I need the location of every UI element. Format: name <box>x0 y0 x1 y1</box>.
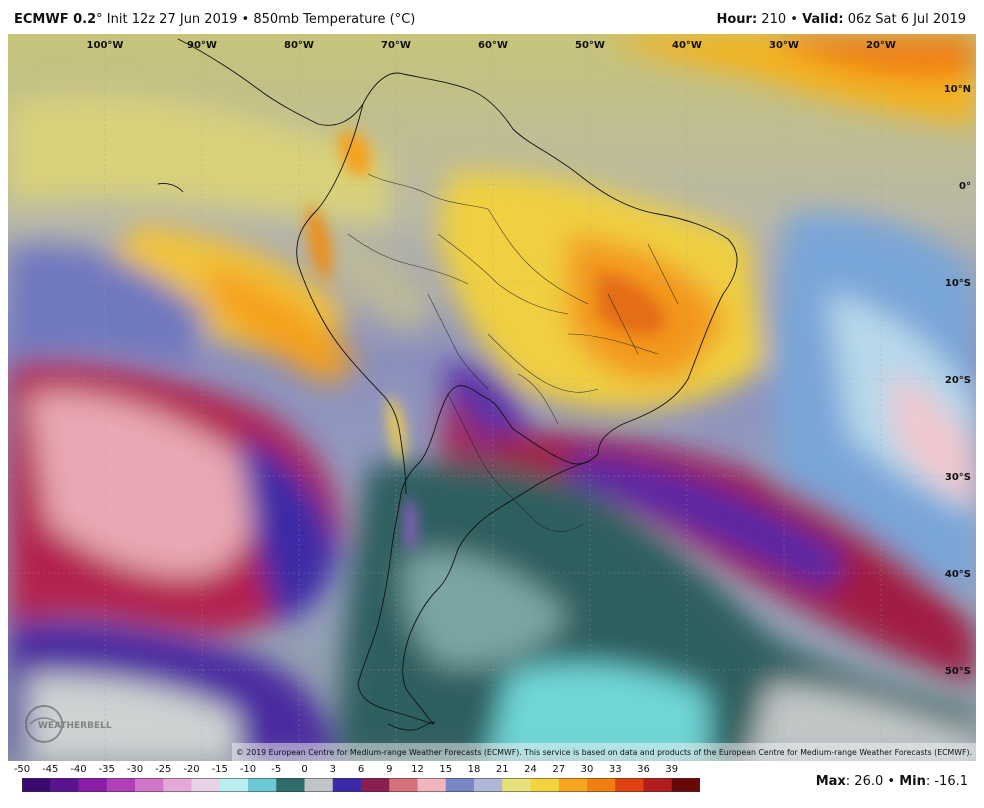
legend-tick-label: 3 <box>329 764 336 775</box>
lon-label-30w: 30°W <box>769 40 799 51</box>
lon-label-60w: 60°W <box>478 40 508 51</box>
legend-color-swatch <box>417 778 447 792</box>
legend-tick-label: -50 <box>13 764 31 775</box>
lon-label-50w: 50°W <box>575 40 605 51</box>
legend-tick-label: -15 <box>211 764 228 775</box>
legend-color-swatch <box>474 778 503 792</box>
legend-tick-label: 27 <box>552 764 566 775</box>
legend-tick-label: 36 <box>637 764 650 775</box>
model-name: ECMWF 0.2 <box>14 12 97 27</box>
map-title: ECMWF 0.2° Init 12z 27 Jun 2019 • 850mb … <box>14 12 415 27</box>
legend-color-bar <box>22 778 700 792</box>
legend-color-swatch <box>671 778 700 792</box>
lon-label-100w: 100°W <box>87 40 124 51</box>
legend-tick-label: 18 <box>467 764 481 775</box>
header: ECMWF 0.2° Init 12z 27 Jun 2019 • 850mb … <box>0 0 984 34</box>
country-borders <box>347 173 679 532</box>
legend-tick-label: 24 <box>524 764 537 775</box>
legend-tick-label: -25 <box>155 764 172 775</box>
min-label: Min <box>899 774 926 789</box>
weatherbell-logo: WEATHERBELL <box>25 705 112 743</box>
copyright-text: © 2019 European Centre for Medium-range … <box>236 748 972 757</box>
lat-label-40s: 40°S <box>945 569 971 580</box>
lat-label-30s: 30°S <box>945 472 971 483</box>
temperature-field <box>8 34 976 761</box>
legend-color-swatch <box>445 778 475 792</box>
valid-value: 06z Sat 6 Jul 2019 <box>843 12 966 27</box>
lat-label-50s: 50°S <box>945 666 971 677</box>
temperature-detail <box>306 131 668 554</box>
legend-tick-label: 6 <box>357 764 365 775</box>
legend-color-swatch <box>389 778 418 792</box>
legend-color-swatch <box>304 778 334 792</box>
legend-color-swatch <box>22 778 51 792</box>
valid-time: Hour: 210 • Valid: 06z Sat 6 Jul 2019 <box>716 12 966 27</box>
graticule <box>8 34 976 761</box>
logo-text: WEATHERBELL <box>38 721 112 731</box>
max-min-values: Max: 26.0 • Min: -16.1 <box>816 774 968 789</box>
legend-color-swatch <box>530 778 560 792</box>
legend-color-swatch <box>587 778 616 792</box>
legend-color-swatch <box>135 778 164 792</box>
legend-color-swatch <box>643 778 673 792</box>
lon-label-70w: 70°W <box>381 40 411 51</box>
hour-value: 210 • <box>757 12 803 27</box>
max-value: : 26.0 • <box>845 774 900 789</box>
legend-tick-label: 21 <box>495 764 509 775</box>
lat-label-0: 0° <box>959 181 971 192</box>
legend-color-swatch <box>276 778 305 792</box>
legend-tick-label: -30 <box>126 764 144 775</box>
valid-label: Valid: <box>802 12 844 27</box>
legend-color-swatch <box>191 778 221 792</box>
legend-color-swatch <box>502 778 531 792</box>
lon-label-90w: 90°W <box>187 40 217 51</box>
coastlines <box>157 38 738 731</box>
legend-tick-label: -45 <box>42 764 59 775</box>
legend-tick-label: -40 <box>70 764 87 775</box>
latitude-labels: 10°N 0° 10°S 20°S 30°S 40°S 50°S <box>944 84 971 677</box>
lat-label-10n: 10°N <box>944 84 971 95</box>
legend-tick-label: -5 <box>271 764 282 775</box>
legend-color-swatch <box>163 778 192 792</box>
min-value: : -16.1 <box>925 774 968 789</box>
legend-color-swatch <box>248 778 277 792</box>
longitude-labels: 100°W 90°W 80°W 70°W 60°W 50°W 40°W 30°W… <box>87 40 896 51</box>
legend-color-swatch <box>106 778 136 792</box>
max-label: Max <box>815 774 846 789</box>
lon-label-80w: 80°W <box>284 40 314 51</box>
legend-color-swatch <box>50 778 79 792</box>
legend-color-swatch <box>558 778 588 792</box>
legend-tick-label: 12 <box>411 764 424 775</box>
legend-tick-label: -35 <box>98 764 115 775</box>
legend-color-swatch <box>615 778 644 792</box>
temperature-map: 100°W 90°W 80°W 70°W 60°W 50°W 40°W 30°W… <box>8 34 976 761</box>
legend-tick-label: 15 <box>439 764 453 775</box>
color-legend: -50 -45 -40 -35 -30 -25 -20 -15 -10 -5 0 3 6 9 12 15 18 2… <box>0 762 984 808</box>
legend-color-swatch <box>361 778 390 792</box>
legend-color-swatch <box>219 778 249 792</box>
legend-tick-label: 33 <box>608 764 622 775</box>
init-text: ° Init 12z 27 Jun 2019 • 850mb Temperatu… <box>96 12 416 27</box>
legend-tick-label: 9 <box>386 764 393 775</box>
legend-tick-label: -20 <box>183 764 200 775</box>
hour-label: Hour: <box>716 12 758 27</box>
legend-color-swatch <box>332 778 362 792</box>
lon-label-40w: 40°W <box>672 40 702 51</box>
legend-tick-label: 30 <box>580 764 594 775</box>
legend-tick-label: 0 <box>301 764 308 775</box>
legend-tick-label: 39 <box>665 764 679 775</box>
lon-label-20w: 20°W <box>866 40 896 51</box>
lat-label-10s: 10°S <box>945 278 971 289</box>
legend-color-swatch <box>78 778 108 792</box>
lat-label-20s: 20°S <box>945 375 971 386</box>
legend-tick-label: -10 <box>239 764 257 775</box>
